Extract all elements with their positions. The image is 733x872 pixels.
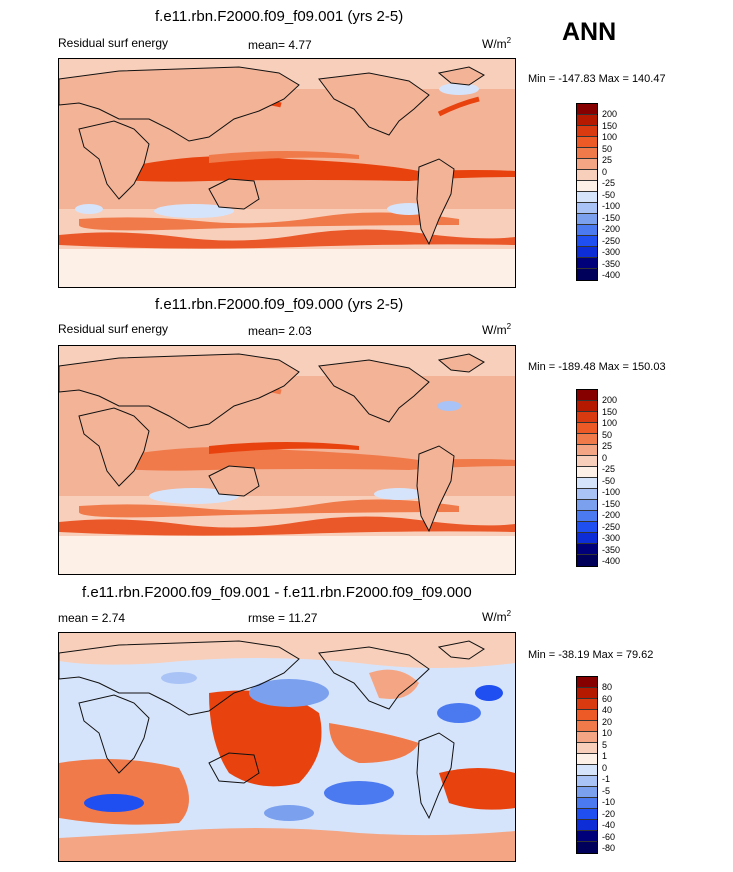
panel3-mean: mean = 2.74 [58, 611, 126, 625]
panel3-rmse: rmse = 11.27 [248, 611, 318, 625]
season-label: ANN [562, 18, 617, 46]
panel2-colorbar [576, 389, 598, 567]
panel2-colorbar-labels: 200 150 100 50 25 0 -25 -50 -100 -150 -200 -250 … [602, 395, 621, 566]
panel2-title: f.e11.rbn.F2000.f09_f09.000 (yrs 2-5) [155, 296, 404, 313]
panel1-variable-label: Residual surf energy [58, 36, 169, 50]
panel2-mean: mean= 2.03 [248, 324, 312, 338]
panel2-variable-label: Residual surf energy [58, 322, 169, 336]
panel1-colorbar [576, 103, 598, 281]
panel2-map [58, 345, 516, 575]
panel1-colorbar-labels: 200 150 100 50 25 0 -25 -50 -100 -150 -200 -250 … [602, 109, 621, 280]
panel1-map [58, 58, 516, 288]
panel3-title: f.e11.rbn.F2000.f09_f09.001 - f.e11.rbn.… [82, 584, 472, 601]
panel1-title: f.e11.rbn.F2000.f09_f09.001 (yrs 2-5) [155, 8, 404, 25]
panel2-minmax: Min = -189.48 Max = 150.03 [528, 361, 666, 373]
panel3-minmax: Min = -38.19 Max = 79.62 [528, 649, 654, 661]
panel1-minmax: Min = -147.83 Max = 140.47 [528, 73, 666, 85]
panel3-map [58, 632, 516, 862]
panel1-units: W/m2 [482, 36, 512, 51]
panel3-colorbar-labels: 80 60 40 20 10 5 1 0 -1 -5 -10 -20 -40 -60 -80 [602, 682, 616, 853]
panel1-mean: mean= 4.77 [248, 38, 312, 52]
panel2-units: W/m2 [482, 322, 512, 337]
panel3-units: W/m2 [482, 609, 512, 624]
panel3-colorbar [576, 676, 598, 854]
